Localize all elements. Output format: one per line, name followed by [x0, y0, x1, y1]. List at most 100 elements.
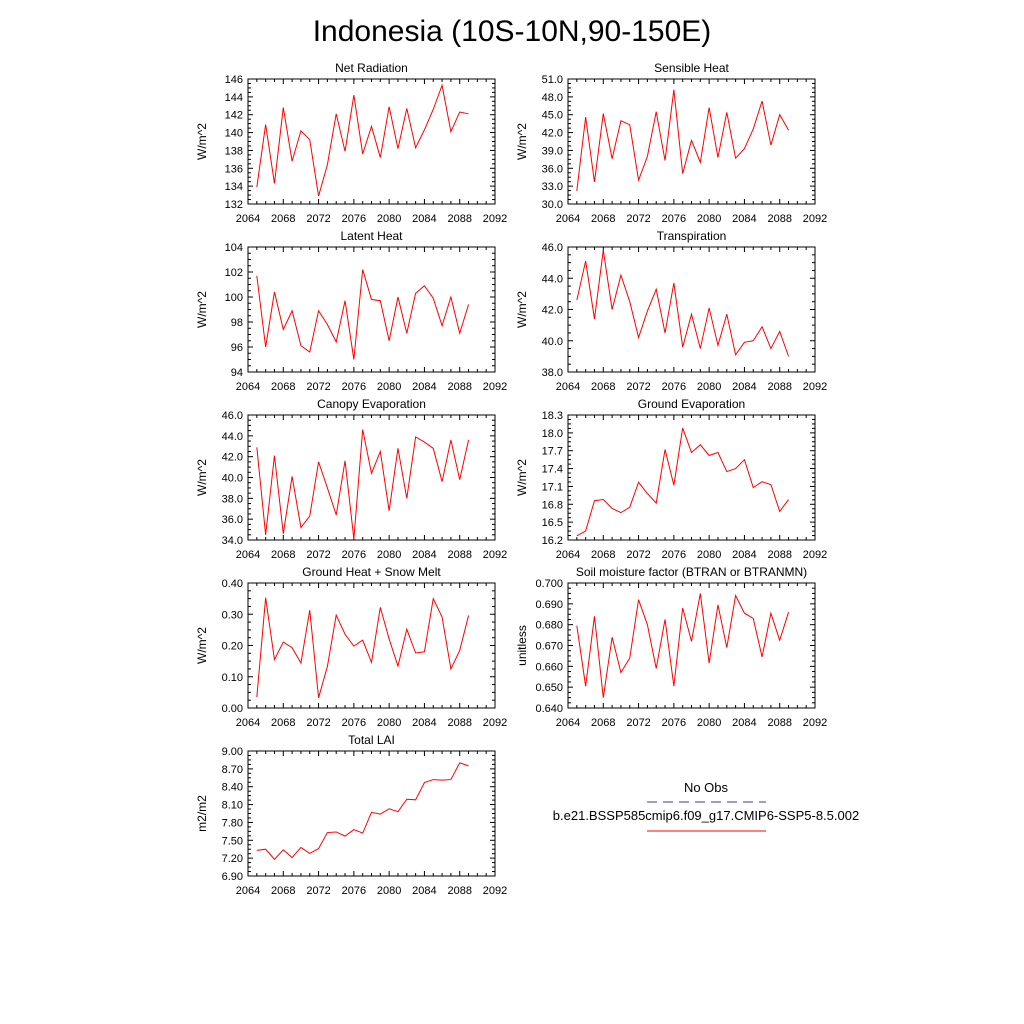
x-tick-label: 2080	[697, 717, 721, 729]
y-tick-label: 134	[225, 181, 243, 193]
x-tick-label: 2080	[377, 717, 401, 729]
y-axis-label: W/m^2	[515, 459, 529, 496]
chart-panel: Ground Heat + Snow Melt W/m^2 2064 2068 2072…	[195, 565, 507, 729]
y-tick-label: 46.0	[542, 242, 563, 254]
x-tick-label: 2084	[732, 213, 756, 225]
x-tick-label: 2092	[803, 213, 827, 225]
y-axis-label: m2/m2	[195, 795, 209, 832]
panel-title: Transpiration	[657, 229, 727, 243]
y-tick-label: 42.0	[222, 452, 243, 464]
y-tick-label: 42.0	[542, 128, 563, 140]
panel-title: Ground Evaporation	[638, 397, 745, 411]
y-tick-label: 39.0	[542, 145, 563, 157]
y-tick-label: 0.10	[222, 672, 243, 684]
plot-frame	[247, 582, 496, 709]
panel-title: Canopy Evaporation	[317, 397, 426, 411]
x-tick-label: 2064	[556, 549, 580, 561]
x-tick-label: 2076	[342, 213, 366, 225]
x-tick-label: 2076	[662, 717, 686, 729]
y-tick-label: 16.2	[542, 535, 563, 547]
chart-panel: Canopy Evaporation W/m^2 2064 2068 2072 2076 2…	[195, 397, 507, 561]
x-tick-label: 2064	[236, 213, 260, 225]
y-tick-label: 7.50	[222, 835, 243, 847]
series-line	[576, 89, 789, 191]
x-tick-label: 2064	[236, 717, 260, 729]
y-tick-label: 17.7	[542, 446, 563, 458]
y-tick-label: 104	[225, 242, 243, 254]
y-axis-label: W/m^2	[195, 291, 209, 328]
x-tick-label: 2080	[377, 213, 401, 225]
x-tick-label: 2080	[377, 381, 401, 393]
panels: Net Radiation W/m^2 2064 2068 2072 2076 2080 20…	[195, 61, 827, 897]
y-tick-label: 0.660	[535, 661, 563, 673]
y-tick-label: 8.70	[222, 764, 243, 776]
y-tick-label: 36.0	[222, 514, 243, 526]
x-tick-label: 2080	[697, 213, 721, 225]
x-tick-label: 2084	[412, 549, 436, 561]
x-tick-label: 2068	[271, 549, 295, 561]
y-tick-label: 17.4	[542, 464, 563, 476]
series-line	[256, 429, 470, 540]
y-tick-label: 16.8	[542, 499, 563, 511]
x-tick-label: 2084	[732, 381, 756, 393]
y-tick-label: 40.0	[222, 473, 243, 485]
y-tick-label: 96	[231, 342, 243, 354]
x-tick-label: 2076	[342, 885, 366, 897]
x-tick-label: 2092	[483, 717, 507, 729]
x-tick-label: 2088	[447, 549, 471, 561]
y-axis-label: W/m^2	[515, 291, 529, 328]
y-tick-label: 46.0	[222, 410, 243, 422]
x-tick-label: 2068	[271, 885, 295, 897]
chart-panel: Ground Evaporation W/m^2 2064 2068 2072 2076 2…	[515, 397, 827, 561]
x-tick-label: 2072	[306, 549, 330, 561]
x-tick-label: 2084	[412, 717, 436, 729]
plot-frame	[567, 246, 816, 373]
figure-title: Indonesia (10S-10N,90-150E)	[313, 15, 712, 48]
x-tick-label: 2068	[591, 381, 615, 393]
series-line	[256, 269, 470, 360]
x-tick-label: 2084	[412, 381, 436, 393]
x-tick-label: 2064	[236, 549, 260, 561]
plot-frame	[567, 414, 816, 541]
x-tick-label: 2068	[271, 381, 295, 393]
x-tick-label: 2080	[377, 885, 401, 897]
x-tick-label: 2092	[483, 381, 507, 393]
x-tick-label: 2088	[447, 381, 471, 393]
y-tick-label: 7.80	[222, 817, 243, 829]
plot-frame	[247, 78, 496, 205]
x-tick-label: 2076	[662, 381, 686, 393]
x-tick-label: 2064	[236, 381, 260, 393]
panel-title: Net Radiation	[335, 61, 408, 75]
y-tick-label: 45.0	[542, 110, 563, 122]
x-tick-label: 2072	[626, 213, 650, 225]
x-tick-label: 2084	[732, 717, 756, 729]
y-tick-label: 38.0	[542, 367, 563, 379]
x-tick-label: 2084	[412, 213, 436, 225]
y-tick-label: 94	[231, 367, 243, 379]
y-tick-label: 146	[225, 74, 243, 86]
x-tick-label: 2076	[342, 381, 366, 393]
x-tick-label: 2080	[697, 549, 721, 561]
x-tick-label: 2088	[447, 213, 471, 225]
panel-title: Ground Heat + Snow Melt	[302, 565, 441, 579]
x-tick-label: 2068	[591, 213, 615, 225]
x-tick-label: 2088	[767, 213, 791, 225]
x-tick-label: 2092	[483, 549, 507, 561]
y-tick-label: 7.20	[222, 853, 243, 865]
x-tick-label: 2076	[662, 213, 686, 225]
x-tick-label: 2080	[697, 381, 721, 393]
y-tick-label: 136	[225, 163, 243, 175]
legend-obs-label: No Obs	[684, 780, 729, 795]
panel-title: Latent Heat	[340, 229, 403, 243]
x-tick-label: 2092	[803, 717, 827, 729]
y-tick-label: 142	[225, 110, 243, 122]
y-tick-label: 8.10	[222, 800, 243, 812]
y-tick-label: 17.1	[542, 481, 563, 493]
chart-panel: Total LAI m2/m2 2064 2068 2072 2076 2080 2084 20…	[195, 733, 507, 897]
y-tick-label: 0.670	[535, 641, 563, 653]
y-tick-label: 44.0	[222, 431, 243, 443]
x-tick-label: 2092	[483, 213, 507, 225]
y-tick-label: 33.0	[542, 181, 563, 193]
x-tick-label: 2084	[412, 885, 436, 897]
y-tick-label: 36.0	[542, 163, 563, 175]
